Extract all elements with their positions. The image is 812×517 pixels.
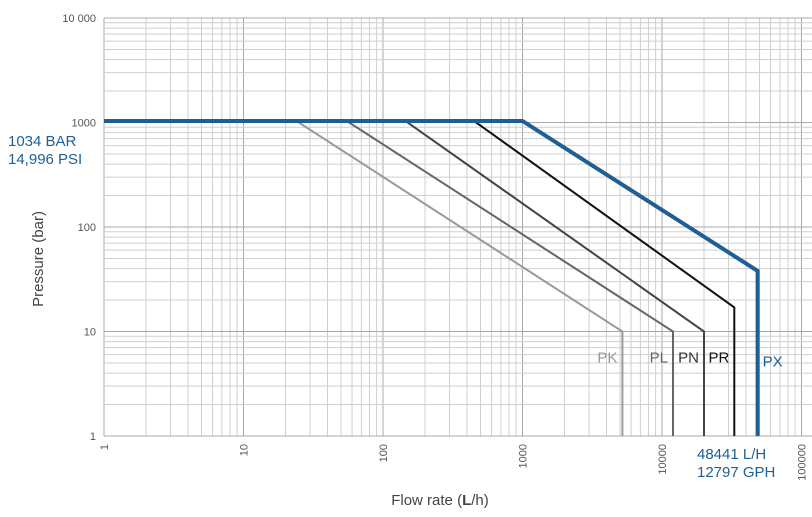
y-axis-title: Pressure (bar) (30, 211, 47, 307)
x-axis-title: Flow rate (L/h) (391, 492, 489, 509)
y-tick-label: 100 (78, 222, 96, 234)
y-tick-label: 10 000 (62, 13, 96, 25)
tick-labels: 1 10 100 1000 10 000 1 10 100 1000 10000 100000 (62, 13, 808, 481)
series-line-px (104, 119, 760, 436)
y-tick-label: 1000 (72, 118, 96, 130)
flow-callout-gph: 12797 GPH (697, 464, 775, 481)
series-line-pn (104, 120, 705, 436)
series-label-pn: PN (678, 350, 699, 367)
x-axis-title-prefix: Flow rate ( (391, 492, 462, 509)
grid (103, 17, 812, 437)
x-tick-label: 100000 (797, 444, 809, 481)
series-label-pl: PL (650, 350, 668, 367)
series-label-pr: PR (708, 350, 729, 367)
pressure-callout-psi: 14,996 PSI (8, 151, 82, 168)
x-tick-label: 10 (239, 444, 251, 456)
flow-callout-lh: 48441 L/H (697, 446, 766, 463)
y-tick-label: 10 (84, 327, 96, 339)
series-labels: PK PL PN PR PX (597, 350, 782, 371)
x-tick-label: 1000 (518, 444, 530, 468)
series-lines (104, 119, 760, 436)
y-tick-label: 1 (90, 431, 96, 443)
series-label-pk: PK (597, 350, 617, 367)
x-tick-label: 10000 (657, 444, 669, 475)
x-tick-label: 100 (378, 444, 390, 462)
x-axis-title-suffix: /h) (471, 492, 489, 509)
series-line-pl (104, 120, 674, 436)
series-line-pk (104, 120, 624, 436)
pressure-callout-bar: 1034 BAR (8, 133, 77, 150)
x-tick-label: 1 (99, 444, 111, 450)
x-axis-title-unit: L (462, 492, 471, 509)
series-label-px: PX (763, 354, 783, 371)
